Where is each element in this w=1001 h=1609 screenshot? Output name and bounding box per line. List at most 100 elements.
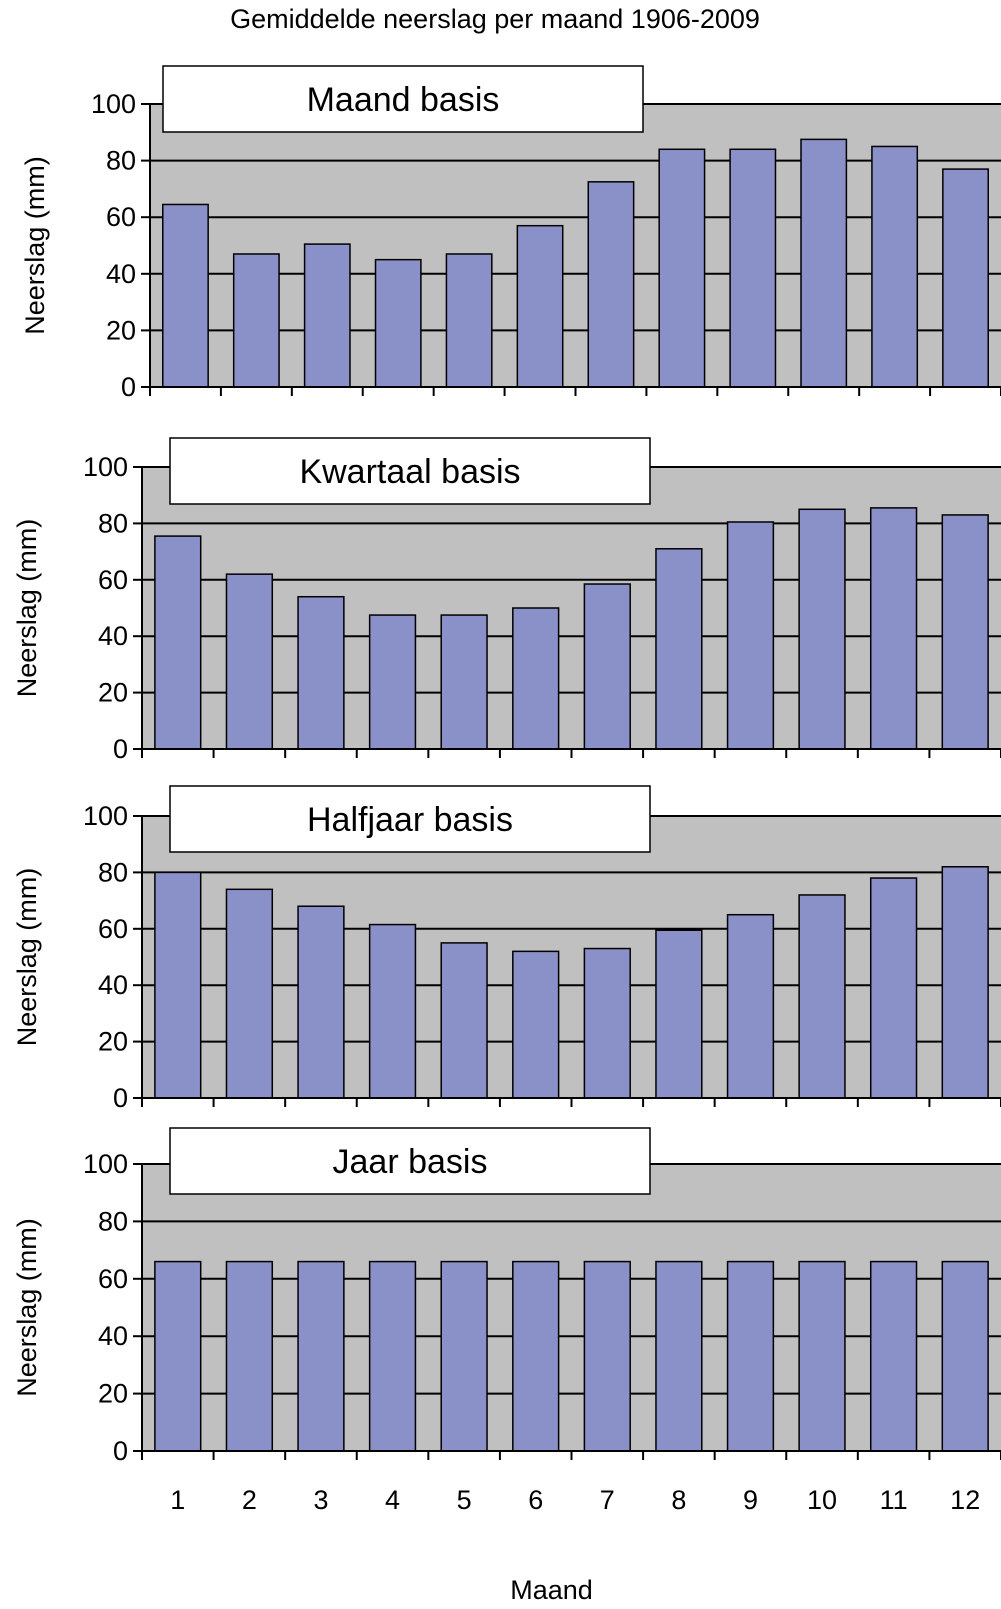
panel-label: Halfjaar basis: [307, 801, 513, 839]
panel-label: Maand basis: [307, 81, 500, 119]
bar-month-6: [512, 1260, 560, 1452]
y-axis-label: Neerslag (mm): [12, 1218, 42, 1397]
x-tick-label: 2: [242, 1485, 257, 1515]
y-tick-label: 0: [121, 372, 136, 402]
plot-area-4: [142, 1164, 1001, 1451]
bar-month-6: [516, 224, 564, 388]
bar-month-1: [154, 1260, 202, 1452]
bar-month-12: [941, 1260, 989, 1452]
x-tick-label: 7: [600, 1485, 615, 1515]
y-axis-label: Neerslag (mm): [12, 868, 42, 1047]
bar-month-9: [726, 1260, 775, 1452]
bar-month-9: [729, 148, 777, 388]
y-tick-label: 100: [83, 452, 128, 482]
y-tick-label: 100: [83, 1149, 128, 1179]
y-tick-label: 100: [91, 89, 136, 119]
bar-month-7: [587, 181, 635, 388]
bar-month-4: [368, 1260, 417, 1452]
x-tick-label: 11: [880, 1485, 908, 1515]
bar-month-3: [303, 243, 351, 388]
y-tick-label: 0: [113, 734, 128, 764]
bar-month-4: [368, 614, 417, 750]
y-tick-label: 60: [106, 202, 136, 232]
y-tick-label: 40: [106, 259, 136, 289]
panel-label-box: [169, 1127, 651, 1195]
bar-month-8: [658, 148, 706, 388]
y-tick-label: 80: [98, 508, 128, 538]
bar-month-7: [583, 1260, 631, 1452]
bar-month-2: [225, 888, 274, 1099]
x-tick-label: 3: [313, 1485, 328, 1515]
x-tick-label: 9: [743, 1485, 758, 1515]
x-tick-label: 5: [457, 1485, 472, 1515]
panel-label: Kwartaal basis: [299, 453, 520, 491]
bar-month-6: [512, 950, 560, 1099]
bar-month-12: [941, 514, 989, 750]
bar-month-4: [374, 258, 422, 388]
bar-month-2: [232, 253, 280, 388]
bar-month-12: [941, 866, 989, 1099]
y-tick-label: 20: [98, 678, 128, 708]
bar-month-11: [871, 145, 919, 388]
bar-month-7: [583, 947, 631, 1099]
panel-label: Jaar basis: [333, 1143, 488, 1181]
bar-month-2: [225, 1260, 274, 1452]
bar-month-11: [869, 1260, 918, 1452]
x-axis-label: Maand: [510, 1575, 593, 1605]
bar-month-4: [368, 923, 417, 1099]
plot-area-1: [150, 104, 1001, 387]
bar-month-9: [726, 913, 775, 1099]
y-tick-label: 20: [98, 1027, 128, 1057]
bar-month-10: [798, 1260, 846, 1452]
y-tick-label: 60: [98, 1264, 128, 1294]
x-tick-label: 8: [671, 1485, 686, 1515]
figure-title: Gemiddelde neerslag per maand 1906-2009: [230, 4, 760, 34]
bar-month-6: [512, 607, 560, 750]
bar-month-11: [869, 507, 918, 750]
bar-month-10: [800, 138, 848, 388]
bar-month-2: [225, 573, 274, 750]
bar-month-3: [297, 1260, 345, 1452]
bar-month-1: [154, 871, 202, 1099]
x-tick-label: 4: [385, 1485, 400, 1515]
bar-month-9: [726, 521, 775, 750]
bar-month-3: [297, 905, 345, 1099]
x-tick-label: 1: [170, 1485, 185, 1515]
bar-month-7: [583, 583, 631, 750]
y-axis-label: Neerslag (mm): [12, 519, 42, 698]
bar-month-8: [655, 1260, 703, 1452]
bar-month-5: [440, 614, 488, 750]
y-tick-label: 0: [113, 1436, 128, 1466]
y-tick-label: 40: [98, 970, 128, 1000]
y-tick-label: 60: [98, 914, 128, 944]
panel-label-box: [169, 437, 651, 505]
bar-month-3: [297, 595, 345, 750]
bar-month-1: [162, 203, 209, 388]
bar-month-10: [798, 894, 846, 1099]
bar-month-10: [798, 508, 846, 750]
panel-label-box: [169, 785, 651, 853]
plot-area-3: [142, 816, 1001, 1098]
y-tick-label: 60: [98, 565, 128, 595]
y-tick-label: 40: [98, 1321, 128, 1351]
y-axis-label: Neerslag (mm): [20, 156, 50, 335]
y-tick-label: 20: [98, 1379, 128, 1409]
panel-label-box: [162, 65, 644, 133]
y-tick-label: 80: [98, 1206, 128, 1236]
plot-area-2: [142, 467, 1001, 749]
bar-month-5: [440, 1260, 488, 1452]
y-tick-label: 80: [106, 146, 136, 176]
x-tick-label: 12: [950, 1485, 980, 1515]
bar-month-11: [869, 877, 918, 1099]
y-tick-label: 40: [98, 621, 128, 651]
y-tick-label: 100: [83, 801, 128, 831]
bar-month-8: [655, 929, 703, 1099]
bar-month-5: [440, 942, 488, 1099]
bar-month-5: [445, 253, 493, 388]
bar-month-12: [942, 168, 989, 388]
y-tick-label: 20: [106, 315, 136, 345]
y-tick-label: 0: [113, 1083, 128, 1113]
x-tick-label: 6: [528, 1485, 543, 1515]
x-tick-label: 10: [807, 1485, 837, 1515]
